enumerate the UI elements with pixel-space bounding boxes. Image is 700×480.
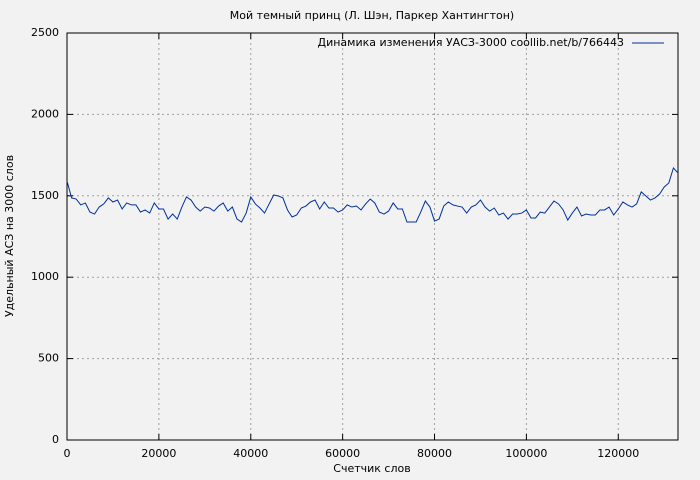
x-tick-label: 40000 bbox=[233, 447, 268, 460]
x-tick-label: 80000 bbox=[417, 447, 452, 460]
x-tick-label: 0 bbox=[64, 447, 71, 460]
legend-label: Динамика изменения УАСЗ-3000 coollib.net… bbox=[318, 36, 625, 49]
y-axis-label: Удельный АСЗ на 3000 слов bbox=[3, 155, 16, 317]
chart-title: Мой темный принц (Л. Шэн, Паркер Хантинг… bbox=[230, 9, 514, 22]
y-tick-label: 500 bbox=[38, 352, 59, 365]
plot-area: 0 500 1000 1500 2000 2500 0 20000 40000 60000 8000… bbox=[31, 26, 679, 460]
x-tick-label: 20000 bbox=[141, 447, 176, 460]
y-tick-label: 2500 bbox=[31, 26, 59, 39]
y-tick-label: 1000 bbox=[31, 270, 59, 283]
plot-frame bbox=[66, 32, 679, 441]
x-tick-label: 120000 bbox=[597, 447, 639, 460]
x-axis-label: Счетчик слов bbox=[333, 462, 410, 475]
y-tick-label: 2000 bbox=[31, 107, 59, 120]
data-line bbox=[66, 166, 679, 223]
y-tick-label: 1500 bbox=[31, 189, 59, 202]
x-tick-label: 100000 bbox=[505, 447, 547, 460]
y-tick-label: 0 bbox=[52, 433, 59, 446]
x-tick-label: 60000 bbox=[325, 447, 360, 460]
